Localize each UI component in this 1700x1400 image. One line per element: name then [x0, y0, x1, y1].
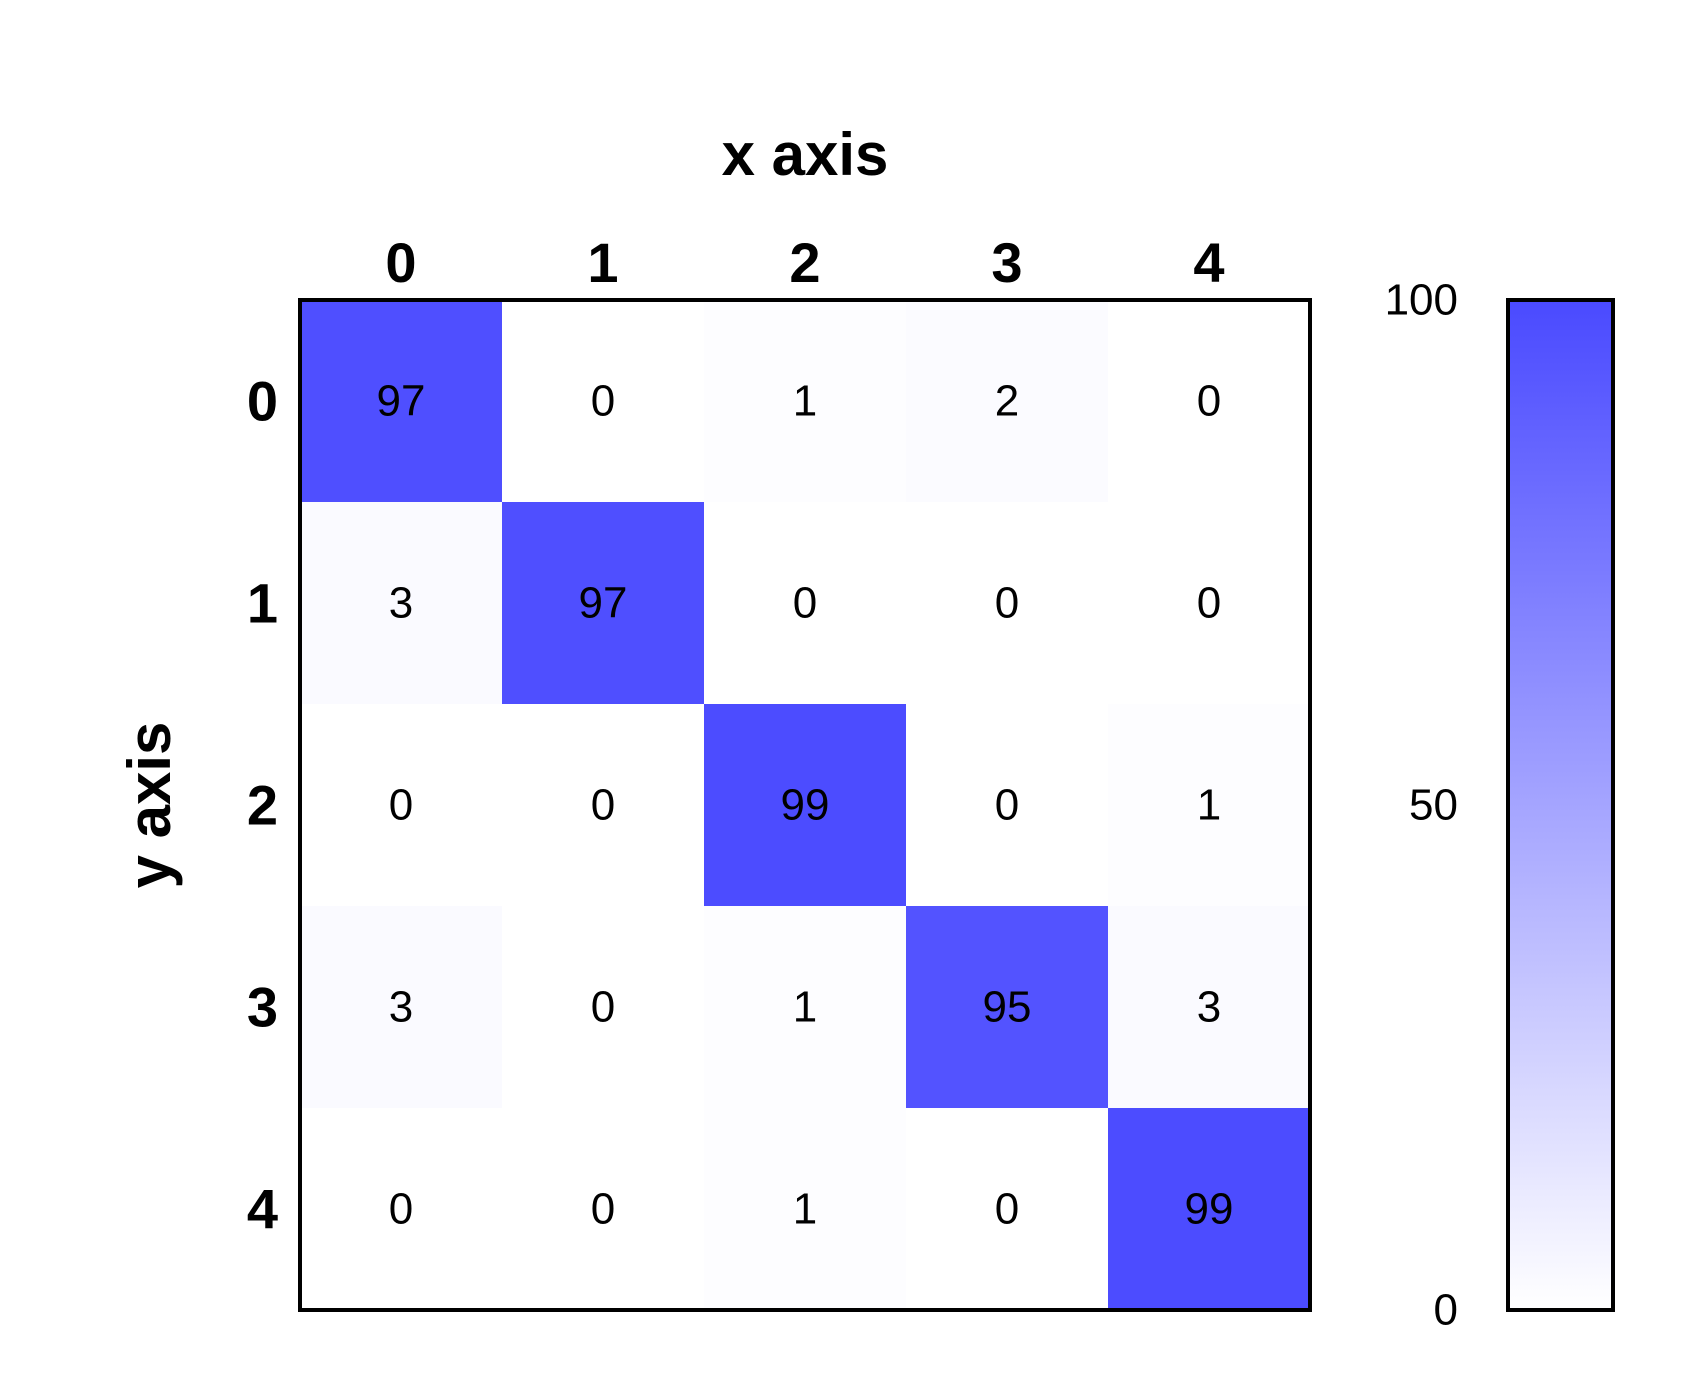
heatmap-cell: [502, 906, 705, 1109]
heatmap-cell: [704, 906, 907, 1109]
y-tick-label: 3: [247, 976, 278, 1039]
colorbar-tick-label: 50: [1409, 781, 1458, 830]
heatmap-cell-value: 0: [591, 983, 615, 1032]
heatmap-cell-value: 0: [1197, 579, 1221, 628]
heatmap-cell-value: 1: [793, 1185, 817, 1234]
heatmap-frame: [298, 298, 1312, 1312]
heatmap-cell-value: 0: [995, 579, 1019, 628]
heatmap-cells: [300, 300, 1311, 1311]
colorbar-tick-labels: 0 50 100: [1385, 276, 1458, 1335]
x-tick-label: 4: [1193, 231, 1224, 294]
x-tick-label: 1: [587, 231, 618, 294]
y-tick-label: 1: [247, 572, 278, 635]
heatmap-cell-value: 1: [793, 377, 817, 426]
x-tick-label: 0: [385, 231, 416, 294]
y-tick-label: 4: [247, 1178, 278, 1241]
x-tick-label: 2: [789, 231, 820, 294]
heatmap-cell: [502, 704, 705, 907]
heatmap-cell-value: 0: [995, 781, 1019, 830]
colorbar: [1506, 298, 1615, 1312]
heatmap-cell: [300, 1108, 503, 1311]
heatmap-cell-value: 0: [793, 579, 817, 628]
heatmap-cell-value: 3: [1197, 983, 1221, 1032]
heatmap-cell-value: 0: [389, 781, 413, 830]
heatmap-cell-value: 99: [1185, 1185, 1234, 1234]
heatmap-cell-value: 0: [1197, 377, 1221, 426]
y-tick-label: 0: [247, 370, 278, 433]
heatmap-cell: [1108, 906, 1311, 1109]
heatmap-cell: [300, 300, 503, 503]
x-tick-labels: 0 1 2 3 4: [385, 231, 1224, 294]
heatmap-cell-value: 0: [591, 377, 615, 426]
heatmap-cell: [502, 300, 705, 503]
heatmap-cell-value: 95: [983, 983, 1032, 1032]
heatmap-cell-labels: 97 0 1 2 0 3 97 0 0 0 0 0 99 0 1 3 0 1 95 3 0 0 1 0 99: [377, 377, 1234, 1234]
heatmap-cell-value: 3: [389, 983, 413, 1032]
heatmap-cell: [502, 1108, 705, 1311]
heatmap-cell: [300, 502, 503, 705]
heatmap-cell: [906, 502, 1109, 705]
colorbar-tick-label: 100: [1385, 276, 1458, 325]
x-axis-title: x axis: [722, 121, 889, 188]
colorbar-tick-label: 0: [1434, 1286, 1458, 1335]
heatmap-cell-value: 1: [1197, 781, 1221, 830]
heatmap-cell: [300, 704, 503, 907]
heatmap-cell: [906, 704, 1109, 907]
heatmap-cell: [1108, 300, 1311, 503]
heatmap-cell: [906, 1108, 1109, 1311]
heatmap-cell-value: 3: [389, 579, 413, 628]
y-axis-title: y axis: [116, 722, 183, 889]
heatmap-cell: [704, 300, 907, 503]
heatmap-cell: [906, 300, 1109, 503]
heatmap-cell: [704, 1108, 907, 1311]
heatmap-cell-value: 0: [995, 1185, 1019, 1234]
heatmap-cell: [1108, 1108, 1311, 1311]
heatmap-cell: [1108, 704, 1311, 907]
heatmap-cell-value: 2: [995, 377, 1019, 426]
heatmap-cell: [1108, 502, 1311, 705]
heatmap-cell: [906, 906, 1109, 1109]
heatmap-cell-value: 0: [591, 781, 615, 830]
y-tick-label: 2: [247, 774, 278, 837]
heatmap-cell-value: 97: [579, 579, 628, 628]
x-tick-label: 3: [991, 231, 1022, 294]
heatmap-cell-value: 97: [377, 377, 426, 426]
heatmap-cell: [502, 502, 705, 705]
y-tick-labels: 0 1 2 3 4: [247, 370, 278, 1241]
heatmap-cell: [704, 502, 907, 705]
heatmap-cell: [704, 704, 907, 907]
heatmap-cell: [300, 906, 503, 1109]
heatmap-cell-value: 0: [389, 1185, 413, 1234]
heatmap-cell-value: 0: [591, 1185, 615, 1234]
heatmap-cell-value: 1: [793, 983, 817, 1032]
heatmap-cell-value: 99: [781, 781, 830, 830]
